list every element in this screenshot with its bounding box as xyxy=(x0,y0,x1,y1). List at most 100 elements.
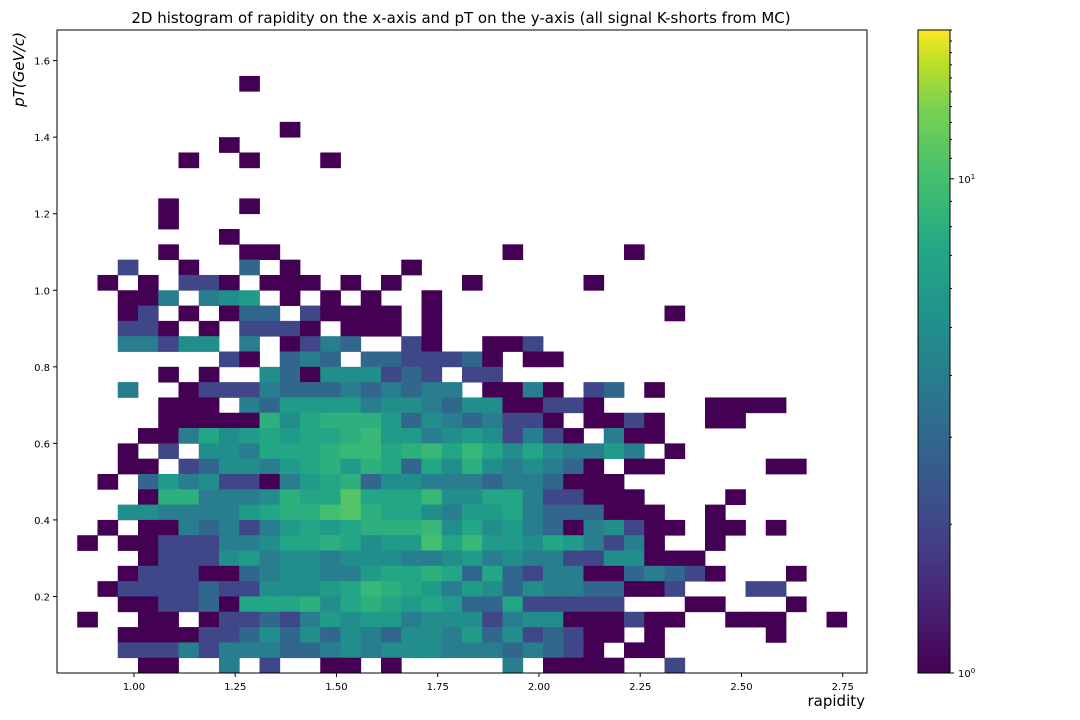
histogram-cell xyxy=(401,351,422,368)
histogram-cell xyxy=(502,443,524,460)
histogram-cell xyxy=(300,627,321,643)
histogram-cell xyxy=(745,611,767,628)
histogram-cell xyxy=(563,535,584,551)
histogram-cell xyxy=(178,504,200,521)
histogram-cell xyxy=(705,397,726,414)
histogram-cell xyxy=(502,519,524,536)
histogram-cell xyxy=(158,213,179,230)
histogram-cell xyxy=(462,274,483,291)
y-axis-label: pT(GeV/c) xyxy=(10,32,28,108)
histogram-cell xyxy=(300,305,321,322)
histogram-cell xyxy=(482,458,503,475)
histogram-cell xyxy=(603,565,625,582)
histogram-cell xyxy=(219,305,240,322)
histogram-cell xyxy=(320,336,341,352)
histogram-cell xyxy=(198,336,220,352)
histogram-cell xyxy=(765,519,787,536)
histogram-cell xyxy=(320,428,341,444)
histogram-cell xyxy=(401,428,422,444)
histogram-cell xyxy=(239,458,260,475)
histogram-cell xyxy=(502,550,524,567)
histogram-cell xyxy=(583,596,605,613)
histogram-cell xyxy=(624,458,645,475)
histogram-cell xyxy=(219,596,240,613)
histogram-cell xyxy=(279,366,301,383)
histogram-cell xyxy=(138,535,159,551)
histogram-cell xyxy=(482,351,503,368)
histogram-cell xyxy=(219,581,240,597)
histogram-cell xyxy=(543,504,564,521)
histogram-cell xyxy=(603,428,625,444)
histogram-cell xyxy=(178,336,200,352)
histogram-cell xyxy=(543,397,564,414)
histogram-cell xyxy=(219,412,240,429)
histogram-cell xyxy=(381,596,402,613)
histogram-cell xyxy=(583,473,605,490)
histogram-cell xyxy=(279,596,301,613)
histogram-cell xyxy=(219,642,240,659)
histogram-cell xyxy=(583,657,605,674)
histogram-cell xyxy=(158,627,179,643)
x-tick-label: 2.75 xyxy=(832,682,854,693)
histogram-cell xyxy=(259,550,281,567)
histogram-cell xyxy=(583,443,605,460)
histogram-cells xyxy=(77,75,848,674)
histogram-cell xyxy=(381,428,402,444)
histogram-cell xyxy=(259,657,281,674)
histogram-cell xyxy=(178,397,200,414)
histogram-cell xyxy=(117,565,139,582)
histogram-cell xyxy=(300,274,321,291)
histogram-cell xyxy=(239,489,260,505)
histogram-cell xyxy=(279,473,301,490)
histogram-cell xyxy=(178,152,200,169)
histogram-cell xyxy=(279,412,301,429)
histogram-cell xyxy=(381,274,402,291)
histogram-cell xyxy=(279,351,301,368)
histogram-cell xyxy=(279,627,301,643)
histogram-cell xyxy=(421,627,443,643)
histogram-cell xyxy=(401,565,422,582)
histogram-cell xyxy=(117,596,139,613)
histogram-cell xyxy=(259,519,281,536)
histogram-cell xyxy=(158,596,179,613)
histogram-cell xyxy=(259,366,281,383)
histogram-cell xyxy=(745,581,767,597)
histogram-cell xyxy=(239,519,260,536)
histogram-cell xyxy=(684,550,706,567)
histogram-cell xyxy=(117,336,139,352)
histogram-cell xyxy=(543,565,564,582)
histogram-cell xyxy=(340,519,362,536)
histogram-cell xyxy=(138,504,159,521)
histogram-cell xyxy=(401,458,422,475)
histogram-cell xyxy=(583,274,605,291)
histogram-cell xyxy=(441,412,463,429)
y-tick-label: 0.8 xyxy=(34,363,50,374)
histogram-cell xyxy=(543,443,564,460)
histogram-cell xyxy=(563,428,584,444)
histogram-cell xyxy=(502,596,524,613)
histogram-cell xyxy=(158,473,179,490)
histogram-cell xyxy=(300,382,321,398)
histogram-cell xyxy=(441,473,463,490)
histogram-cell xyxy=(462,428,483,444)
histogram-cell xyxy=(219,458,240,475)
histogram-cell xyxy=(765,397,787,414)
histogram-cell xyxy=(279,642,301,659)
histogram-cell xyxy=(421,428,443,444)
y-tick-label: 0.6 xyxy=(34,439,50,450)
histogram-cell xyxy=(320,473,341,490)
histogram-cell xyxy=(543,550,564,567)
histogram-cell xyxy=(401,642,422,659)
histogram-cell xyxy=(583,550,605,567)
histogram-cell xyxy=(381,320,402,337)
colorbar-ticks: 100 101 xyxy=(950,29,975,680)
histogram-cell xyxy=(219,137,240,153)
histogram-cell xyxy=(158,581,179,597)
histogram-cell xyxy=(583,489,605,505)
histogram-cell xyxy=(158,535,179,551)
histogram-cell xyxy=(421,305,443,322)
histogram-cell xyxy=(462,565,483,582)
histogram-cell xyxy=(360,504,382,521)
histogram-cell xyxy=(219,565,240,582)
histogram-cell xyxy=(644,412,665,429)
